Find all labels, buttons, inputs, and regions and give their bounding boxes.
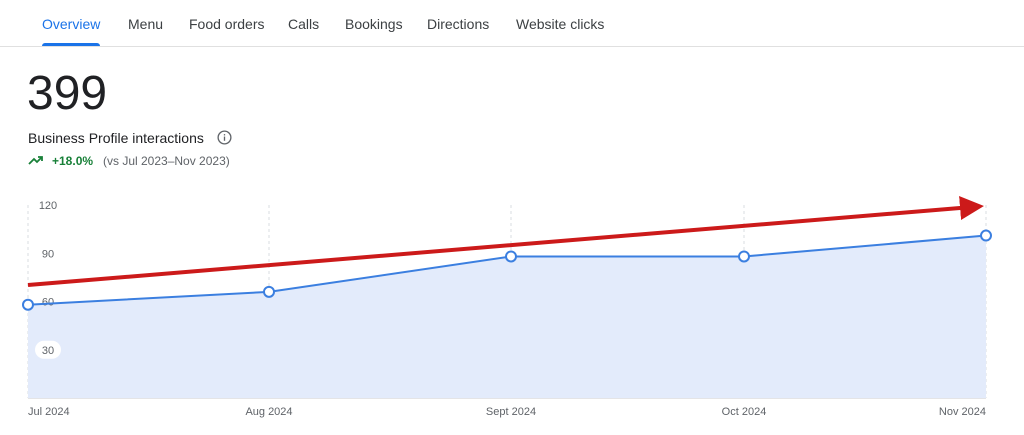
tab-bar: Overview Menu Food orders Calls Bookings… xyxy=(0,0,1024,47)
tab-website-clicks[interactable]: Website clicks xyxy=(516,16,605,32)
trend-change: +18.0% xyxy=(52,154,94,168)
x-tick-label: Aug 2024 xyxy=(245,406,292,418)
x-tick-label: Jul 2024 xyxy=(28,406,70,418)
data-point xyxy=(738,250,750,263)
total-interactions: 399 xyxy=(27,67,108,120)
metric-label: Business Profile interactions xyxy=(28,130,204,146)
data-point xyxy=(22,298,34,311)
active-tab-indicator xyxy=(42,43,100,46)
area-fill xyxy=(28,235,986,398)
trend-annotation-arrow xyxy=(27,196,984,287)
y-tick: 60 xyxy=(42,297,54,309)
tab-overview[interactable]: Overview xyxy=(42,16,101,32)
y-tick: 120 xyxy=(39,200,57,212)
tab-menu[interactable]: Menu xyxy=(128,16,164,32)
y-tick-pill xyxy=(35,340,61,359)
y-tick-label: 30 xyxy=(42,345,54,357)
x-tick-label: Sept 2024 xyxy=(486,406,536,418)
y-tick-label: 60 xyxy=(42,297,54,309)
trend-comparison: (vs Jul 2023–Nov 2023) xyxy=(103,154,230,168)
tab-directions[interactable]: Directions xyxy=(427,16,490,32)
x-tick-label: Oct 2024 xyxy=(722,406,767,418)
trending-up-icon xyxy=(28,156,43,165)
y-tick-label: 90 xyxy=(42,248,54,260)
x-tick-label: Nov 2024 xyxy=(939,406,986,418)
data-point xyxy=(980,229,992,242)
y-tick: 90 xyxy=(42,248,54,260)
tab-food-orders[interactable]: Food orders xyxy=(189,16,265,32)
data-point xyxy=(263,285,275,298)
y-tick: 30 xyxy=(35,340,61,359)
data-point xyxy=(505,250,517,263)
tab-calls[interactable]: Calls xyxy=(288,16,320,32)
tab-bookings[interactable]: Bookings xyxy=(345,16,403,32)
y-tick-label: 120 xyxy=(39,200,57,212)
info-icon[interactable] xyxy=(217,130,232,145)
